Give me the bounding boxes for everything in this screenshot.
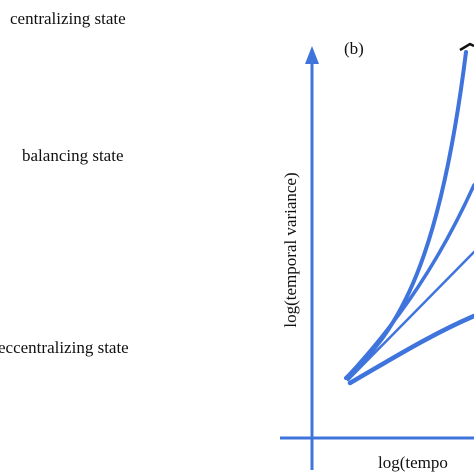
curves bbox=[344, 50, 474, 386]
panel-label: (b) bbox=[344, 39, 364, 58]
state-label: balancing state bbox=[22, 146, 124, 165]
y-axis-arrow bbox=[305, 46, 319, 64]
state-label: centralizing state bbox=[10, 9, 126, 28]
eccentralizing-curve bbox=[347, 313, 474, 386]
linear-curve bbox=[346, 250, 474, 382]
state-label: eccentralizing state bbox=[0, 338, 129, 357]
curve-tip bbox=[459, 42, 474, 52]
y-axis-label: log(temporal variance) bbox=[281, 172, 300, 327]
x-axis-label: log(tempo bbox=[378, 453, 448, 472]
balancing-curve bbox=[344, 183, 474, 380]
